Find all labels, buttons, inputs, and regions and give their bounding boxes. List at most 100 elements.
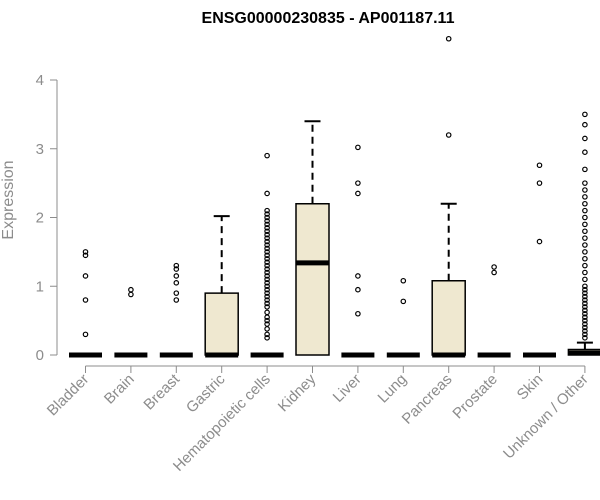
outlier-point bbox=[128, 286, 134, 293]
outlier-point bbox=[264, 266, 270, 272]
outlier-point bbox=[582, 207, 588, 214]
outlier-point bbox=[264, 218, 270, 224]
outlier-point bbox=[536, 162, 543, 169]
outlier-point bbox=[264, 249, 270, 255]
outlier-point bbox=[582, 297, 588, 303]
outlier-point bbox=[582, 262, 588, 269]
outlier-point bbox=[491, 269, 497, 276]
outlier-point bbox=[582, 180, 588, 186]
outlier-point bbox=[582, 307, 588, 314]
outlier-point bbox=[582, 235, 588, 241]
outlier-point bbox=[264, 190, 270, 197]
outlier-point bbox=[355, 190, 361, 197]
outlier-point bbox=[445, 132, 452, 138]
x-tick-label: Lung bbox=[375, 371, 411, 407]
outlier-point bbox=[264, 297, 270, 303]
outlier-point bbox=[582, 304, 588, 310]
outlier-point bbox=[582, 221, 588, 228]
outlier-point bbox=[264, 152, 270, 159]
x-tick-label: Liver bbox=[330, 371, 365, 406]
box-kidney bbox=[295, 120, 330, 356]
outlier-point bbox=[264, 283, 270, 290]
outlier-point bbox=[582, 293, 588, 300]
y-tick-label: 2 bbox=[36, 210, 44, 227]
outlier-point bbox=[264, 273, 270, 279]
outlier-point bbox=[264, 293, 270, 300]
x-tick-label: Pancreas bbox=[399, 371, 456, 428]
outlier-point bbox=[400, 277, 407, 284]
outlier-point bbox=[264, 300, 270, 307]
outlier-point bbox=[582, 135, 588, 142]
outlier-point bbox=[173, 273, 180, 279]
outlier-point bbox=[82, 331, 89, 338]
boxes bbox=[69, 120, 600, 358]
outlier-point bbox=[264, 335, 270, 341]
outlier-point bbox=[264, 245, 270, 252]
outlier-point bbox=[582, 331, 588, 338]
outlier-point bbox=[264, 255, 270, 262]
outlier-point bbox=[82, 252, 89, 259]
y-tick-label: 4 bbox=[36, 72, 44, 89]
outlier-point bbox=[582, 228, 588, 235]
outlier-point bbox=[173, 280, 180, 286]
x-tick-label: Prostate bbox=[449, 371, 501, 423]
outlier-point bbox=[264, 214, 270, 221]
outlier-point bbox=[582, 255, 588, 262]
outlier-point bbox=[582, 194, 588, 200]
outlier-point bbox=[355, 310, 361, 317]
outlier-point bbox=[264, 276, 270, 283]
x-tick-label: Skin bbox=[514, 371, 547, 404]
outlier-point bbox=[264, 290, 270, 296]
x-tick-label: Bladder bbox=[44, 371, 93, 420]
outlier-point bbox=[582, 321, 588, 327]
outlier-point bbox=[264, 259, 270, 265]
outlier-point bbox=[82, 273, 89, 279]
outlier-point bbox=[582, 310, 588, 317]
outlier-point bbox=[264, 221, 270, 228]
box-gastric bbox=[204, 215, 239, 358]
outlier-point bbox=[582, 290, 588, 296]
outlier-point bbox=[400, 298, 407, 305]
outlier-point bbox=[582, 269, 588, 276]
outlier-point bbox=[582, 214, 588, 221]
chart-title: ENSG00000230835 - AP001187.11 bbox=[202, 10, 455, 27]
outlier-point bbox=[173, 262, 180, 269]
outlier-point bbox=[582, 317, 588, 324]
x-tick-label: Breast bbox=[140, 370, 183, 413]
outlier-point bbox=[582, 249, 588, 255]
outlier-point bbox=[264, 207, 270, 214]
x-tick-label: Unknown / Other bbox=[500, 371, 592, 463]
outlier-point bbox=[491, 264, 497, 270]
outliers bbox=[82, 35, 588, 341]
outlier-point bbox=[264, 317, 270, 324]
outlier-point bbox=[582, 200, 588, 207]
outlier-point bbox=[582, 300, 588, 307]
outlier-point bbox=[536, 238, 543, 245]
outlier-point bbox=[264, 286, 270, 293]
outlier-point bbox=[264, 304, 270, 310]
box-iqr bbox=[204, 292, 239, 356]
outlier-point bbox=[355, 286, 361, 293]
box-pancreas bbox=[431, 202, 466, 358]
outlier-point bbox=[264, 269, 270, 276]
outlier-point bbox=[264, 235, 270, 241]
outlier-point bbox=[264, 309, 270, 316]
outlier-point bbox=[82, 297, 89, 303]
outlier-point bbox=[582, 121, 588, 128]
outlier-point bbox=[264, 321, 270, 327]
box-unknown-other bbox=[567, 341, 600, 356]
y-tick-label: 3 bbox=[36, 141, 44, 158]
outlier-point bbox=[264, 252, 270, 259]
y-tick-label: 1 bbox=[36, 278, 44, 295]
outlier-point bbox=[82, 249, 89, 255]
outlier-point bbox=[264, 238, 270, 245]
outlier-point bbox=[264, 211, 270, 217]
x-tick-label: Kidney bbox=[275, 370, 320, 415]
y-axis-label: Expression bbox=[0, 160, 17, 239]
box-iqr bbox=[295, 203, 330, 356]
outlier-point bbox=[355, 144, 361, 151]
outlier-point bbox=[264, 225, 270, 231]
outlier-point bbox=[264, 228, 270, 235]
outlier-point bbox=[582, 111, 588, 118]
